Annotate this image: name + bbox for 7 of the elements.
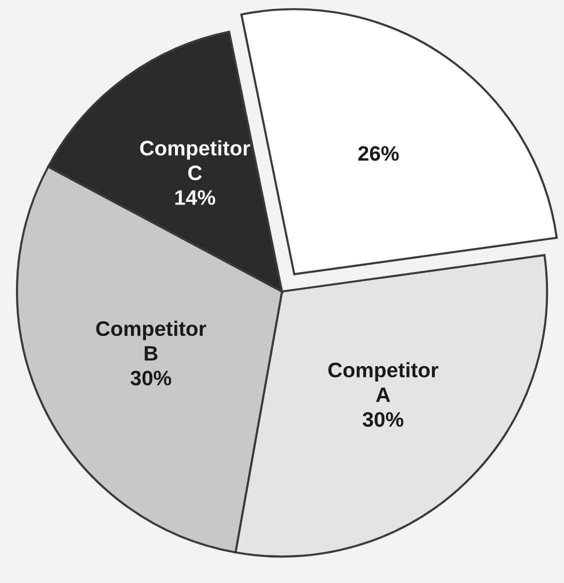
- data-label: 30%: [362, 412, 404, 427]
- data-label: 30%: [130, 370, 172, 386]
- slice-label: Competitor A: [328, 362, 438, 402]
- data-label: 26%: [358, 146, 399, 161]
- slice-label: Competitor B: [96, 320, 206, 361]
- data-label: 14%: [175, 190, 216, 205]
- slice-label: Competitor C: [140, 140, 250, 180]
